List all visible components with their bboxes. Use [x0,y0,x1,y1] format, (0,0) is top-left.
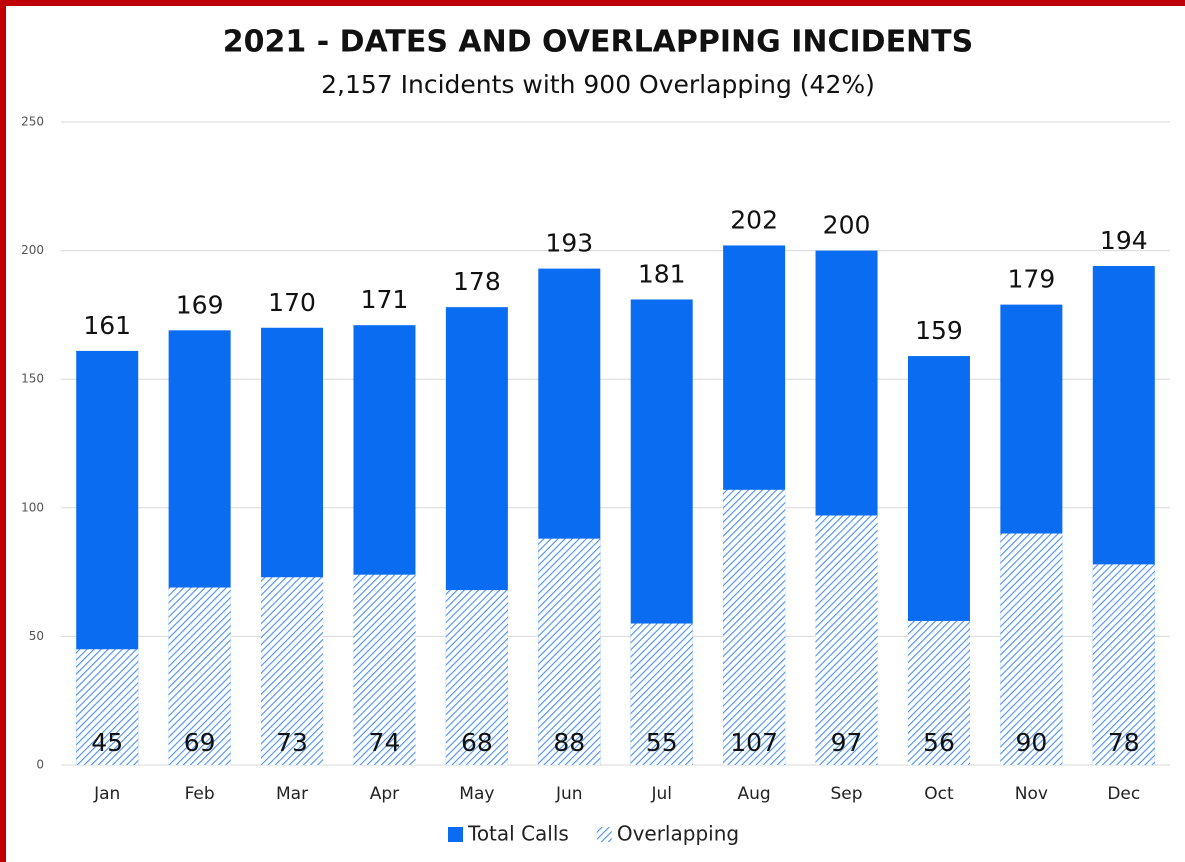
frame-left [0,0,6,862]
x-tick-label: Jun [555,784,583,804]
bar [538,538,601,765]
data-label: 90 [1015,728,1047,757]
legend-swatch [448,827,463,842]
x-tick-label: Feb [185,784,215,804]
data-label: 169 [176,290,224,319]
data-label: 69 [184,728,216,757]
x-tick-label: Dec [1107,784,1140,804]
x-tick-label: Jul [650,784,672,804]
legend-label: Total Calls [467,822,569,846]
data-label: 193 [545,229,593,258]
data-label: 202 [730,205,778,234]
bar [168,587,231,765]
bar [261,577,324,765]
legend-label: Overlapping [617,822,739,846]
y-tick-label: 150 [21,372,44,386]
bar [723,489,786,765]
data-label: 68 [461,728,493,757]
y-tick-label: 250 [21,115,44,129]
data-label: 45 [91,728,123,757]
data-label: 73 [276,728,308,757]
x-tick-label: May [459,784,494,804]
bar [907,620,970,765]
y-tick-label: 100 [21,500,44,514]
chart-title: 2021 - DATES AND OVERLAPPING INCIDENTS [223,25,973,60]
data-label: 171 [361,285,409,314]
y-tick-label: 50 [29,629,44,643]
data-label: 170 [268,288,316,317]
data-label: 200 [823,211,871,240]
x-tick-label: Aug [738,784,771,804]
data-label: 88 [553,728,585,757]
frame-top [0,0,1185,6]
legend-swatch [596,827,612,842]
data-label: 194 [1100,226,1148,255]
x-tick-label: Apr [370,784,399,804]
y-tick-label: 200 [21,243,44,257]
data-label: 55 [646,728,678,757]
x-tick-label: Oct [924,784,954,804]
data-label: 178 [453,267,501,296]
bar [1000,533,1063,765]
x-tick-label: Nov [1015,784,1048,804]
data-label: 161 [83,311,131,340]
data-label: 56 [923,728,955,757]
data-label: 179 [1008,265,1056,294]
chart-subtitle: 2,157 Incidents with 900 Overlapping (42… [321,70,875,99]
data-label: 107 [730,728,778,757]
bar [815,515,878,765]
data-label: 159 [915,316,963,345]
bar [445,590,508,765]
x-tick-label: Sep [831,784,863,804]
data-label: 74 [369,728,401,757]
y-tick-label: 0 [36,758,44,772]
bar [76,649,139,765]
bar [630,623,693,765]
x-tick-label: Mar [276,784,308,804]
bar [1092,564,1155,765]
bar [353,574,416,765]
x-tick-label: Jan [93,784,120,804]
data-label: 181 [638,259,686,288]
data-label: 78 [1108,728,1140,757]
data-label: 97 [831,728,863,757]
